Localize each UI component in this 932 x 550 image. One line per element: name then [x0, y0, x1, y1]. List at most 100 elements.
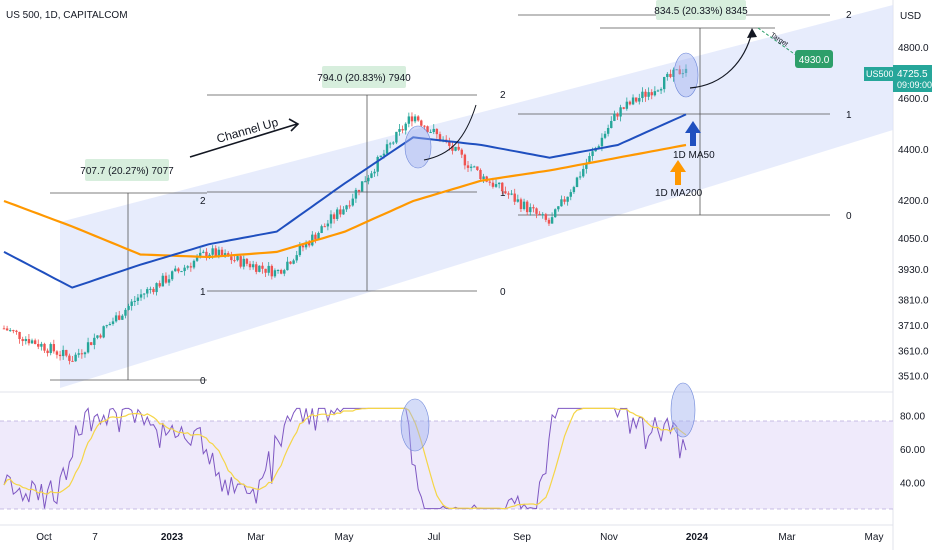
- candle-body: [585, 163, 588, 169]
- candle-body: [230, 256, 233, 261]
- candle-body: [448, 141, 451, 146]
- candle-body: [2, 328, 6, 330]
- candle-body: [61, 349, 65, 357]
- candle-body: [242, 258, 245, 267]
- candle-body: [30, 340, 34, 344]
- candle-body: [127, 305, 130, 310]
- measure3-label: 834.5 (20.33%) 8345: [654, 6, 748, 17]
- ma50-arrow-head: [685, 121, 701, 133]
- candle-body: [544, 214, 548, 220]
- candle-body: [251, 264, 255, 268]
- candle-body: [678, 69, 681, 75]
- fib-label-0c: 0: [846, 211, 852, 222]
- price-tick: 4600.0: [898, 94, 929, 105]
- time-tick: May: [335, 532, 354, 543]
- candle-body: [420, 120, 423, 126]
- candle-body: [619, 107, 622, 117]
- candle-body: [488, 181, 492, 183]
- candle-body: [149, 288, 152, 290]
- candle-body: [382, 153, 386, 156]
- candle-body: [58, 354, 62, 357]
- candle-body: [479, 169, 482, 180]
- candle-body: [202, 251, 205, 253]
- candle-body: [588, 156, 591, 164]
- candle-body: [155, 283, 158, 293]
- candle-body: [560, 199, 563, 207]
- fib-label-0b: 0: [500, 287, 506, 298]
- candle-body: [413, 116, 417, 122]
- candle-body: [329, 214, 333, 224]
- candle-body: [385, 144, 389, 154]
- candle-body: [638, 98, 641, 102]
- candle-body: [83, 352, 87, 355]
- candle-body: [283, 270, 286, 274]
- candle-body: [174, 268, 177, 272]
- candle-body: [603, 133, 607, 138]
- candle-body: [510, 193, 513, 195]
- candle-body: [292, 260, 295, 264]
- time-tick: 7: [92, 532, 98, 543]
- candle-body: [37, 343, 40, 347]
- candle-body: [99, 335, 102, 338]
- target-value-box: [795, 50, 833, 68]
- candle-body: [354, 189, 358, 199]
- time-tick: 2024: [686, 532, 709, 543]
- candle-body: [133, 300, 136, 302]
- candle-body: [161, 275, 165, 287]
- candle-body: [416, 116, 420, 121]
- chart-title: US 500, 1D, CAPITALCOM: [6, 10, 128, 21]
- ma50-arrow-shaft: [690, 132, 696, 146]
- candle-body: [656, 90, 660, 92]
- candle-body: [519, 199, 523, 210]
- time-tick: Mar: [778, 532, 796, 543]
- candle-body: [267, 265, 270, 273]
- candle-body: [177, 268, 180, 272]
- projection-arrowhead: [747, 28, 757, 38]
- candle-body: [522, 201, 526, 210]
- candle-body: [55, 351, 59, 355]
- candle-body: [364, 181, 367, 183]
- price-tick: 4050.0: [898, 234, 929, 245]
- candle-body: [426, 126, 429, 133]
- candle-body: [52, 344, 56, 352]
- candle-body: [118, 315, 121, 320]
- candle-body: [504, 191, 507, 194]
- candle-body: [476, 166, 479, 170]
- candle-body: [18, 331, 21, 340]
- candle-body: [666, 73, 669, 78]
- candle-body: [146, 289, 149, 294]
- candle-body: [311, 234, 314, 246]
- time-tick: Jul: [428, 532, 441, 543]
- candle-body: [314, 234, 317, 240]
- rsi-tick: 60.00: [900, 445, 925, 456]
- candle-body: [108, 323, 112, 326]
- candle-body: [74, 354, 77, 362]
- candle-body: [152, 288, 155, 293]
- candle-body: [497, 182, 501, 185]
- candle-body: [641, 91, 644, 99]
- candle-body: [195, 256, 199, 261]
- candle-body: [535, 208, 538, 214]
- candle-body: [404, 123, 407, 131]
- candle-body: [513, 193, 516, 202]
- candle-body: [454, 146, 457, 151]
- channel-up-band: [60, 5, 893, 388]
- candle-body: [669, 73, 672, 77]
- candle-body: [672, 69, 675, 77]
- candle-body: [239, 256, 242, 267]
- candle-body: [15, 330, 18, 332]
- candle-body: [89, 342, 93, 345]
- candle-body: [457, 146, 460, 150]
- ma200-arrow-head: [670, 160, 686, 172]
- candle-body: [631, 97, 635, 105]
- candle-body: [342, 209, 345, 215]
- candle-body: [248, 263, 252, 268]
- fib-label-1a: 1: [200, 287, 206, 298]
- candle-body: [301, 245, 305, 248]
- candle-body: [348, 205, 351, 207]
- fib-label-2a: 2: [200, 196, 206, 207]
- candle-body: [261, 265, 264, 269]
- price-tick: 3610.0: [898, 346, 929, 357]
- candle-body: [211, 248, 214, 255]
- candle-body: [538, 213, 541, 215]
